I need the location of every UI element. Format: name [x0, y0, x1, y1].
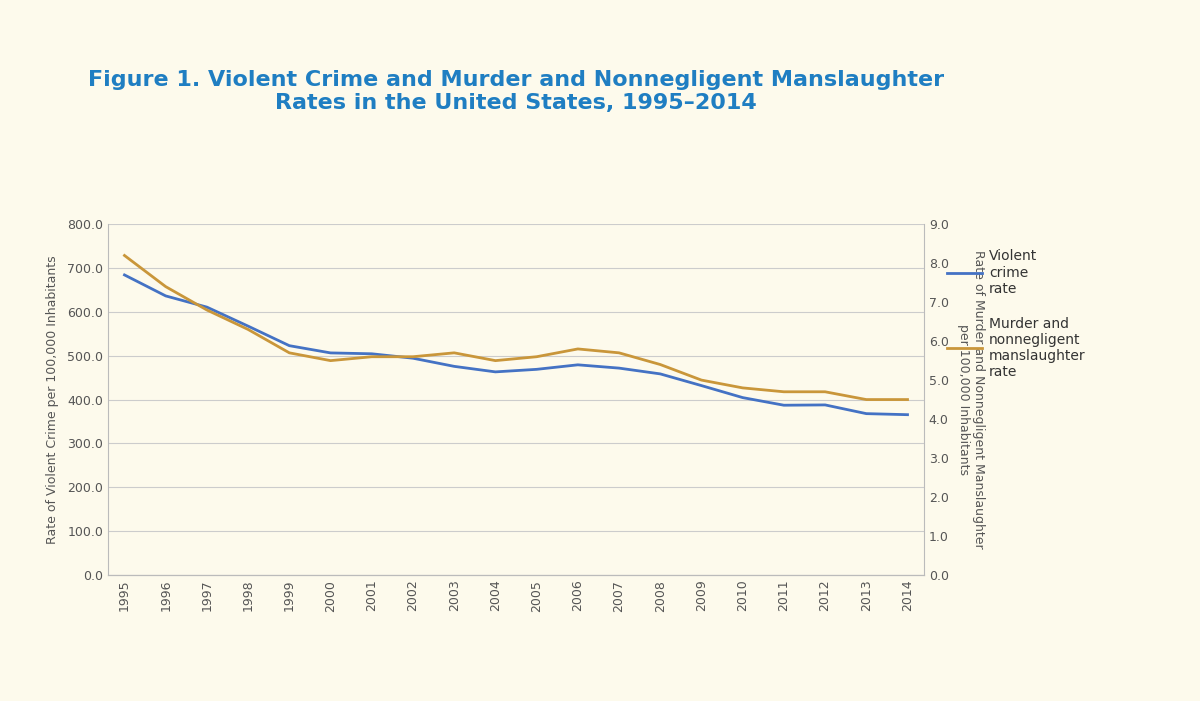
Violent
crime
rate — [859, 409, 874, 418]
Violent
crime
rate — [118, 271, 132, 279]
Y-axis label: Rate of Murder and Nonnegligent Manslaughter
per 100,000 Inhabitants: Rate of Murder and Nonnegligent Manslaug… — [958, 250, 985, 549]
Violent
crime
rate — [776, 401, 791, 409]
Violent
crime
rate — [695, 381, 709, 390]
Violent
crime
rate — [282, 341, 296, 350]
Murder and
nonnegligent
manslaughter
rate — [859, 395, 874, 404]
Murder and
nonnegligent
manslaughter
rate — [653, 360, 667, 369]
Violent
crime
rate — [199, 303, 214, 311]
Violent
crime
rate — [241, 322, 256, 330]
Y-axis label: Rate of Violent Crime per 100,000 Inhabitants: Rate of Violent Crime per 100,000 Inhabi… — [46, 255, 59, 544]
Murder and
nonnegligent
manslaughter
rate — [406, 353, 420, 361]
Murder and
nonnegligent
manslaughter
rate — [241, 325, 256, 334]
Violent
crime
rate — [900, 411, 914, 419]
Murder and
nonnegligent
manslaughter
rate — [695, 376, 709, 384]
Murder and
nonnegligent
manslaughter
rate — [529, 353, 544, 361]
Text: Figure 1. Violent Crime and Murder and Nonnegligent Manslaughter
Rates in the Un: Figure 1. Violent Crime and Murder and N… — [88, 70, 944, 114]
Murder and
nonnegligent
manslaughter
rate — [776, 388, 791, 396]
Line: Violent
crime
rate: Violent crime rate — [125, 275, 907, 415]
Murder and
nonnegligent
manslaughter
rate — [158, 283, 173, 291]
Violent
crime
rate — [818, 401, 833, 409]
Murder and
nonnegligent
manslaughter
rate — [118, 251, 132, 259]
Violent
crime
rate — [571, 360, 586, 369]
Murder and
nonnegligent
manslaughter
rate — [446, 348, 461, 357]
Violent
crime
rate — [406, 354, 420, 362]
Murder and
nonnegligent
manslaughter
rate — [365, 353, 379, 361]
Violent
crime
rate — [529, 365, 544, 374]
Violent
crime
rate — [446, 362, 461, 371]
Violent
crime
rate — [488, 367, 503, 376]
Murder and
nonnegligent
manslaughter
rate — [736, 383, 750, 392]
Murder and
nonnegligent
manslaughter
rate — [818, 388, 833, 396]
Murder and
nonnegligent
manslaughter
rate — [612, 348, 626, 357]
Legend: Violent
crime
rate, Murder and
nonnegligent
manslaughter
rate: Violent crime rate, Murder and nonneglig… — [943, 245, 1090, 383]
Violent
crime
rate — [365, 350, 379, 358]
Violent
crime
rate — [323, 348, 337, 357]
Murder and
nonnegligent
manslaughter
rate — [323, 356, 337, 365]
Violent
crime
rate — [653, 369, 667, 378]
Violent
crime
rate — [158, 292, 173, 300]
Murder and
nonnegligent
manslaughter
rate — [488, 356, 503, 365]
Violent
crime
rate — [612, 364, 626, 372]
Murder and
nonnegligent
manslaughter
rate — [282, 348, 296, 357]
Line: Murder and
nonnegligent
manslaughter
rate: Murder and nonnegligent manslaughter rat… — [125, 255, 907, 400]
Murder and
nonnegligent
manslaughter
rate — [900, 395, 914, 404]
Murder and
nonnegligent
manslaughter
rate — [571, 345, 586, 353]
Murder and
nonnegligent
manslaughter
rate — [199, 306, 214, 314]
Violent
crime
rate — [736, 393, 750, 402]
